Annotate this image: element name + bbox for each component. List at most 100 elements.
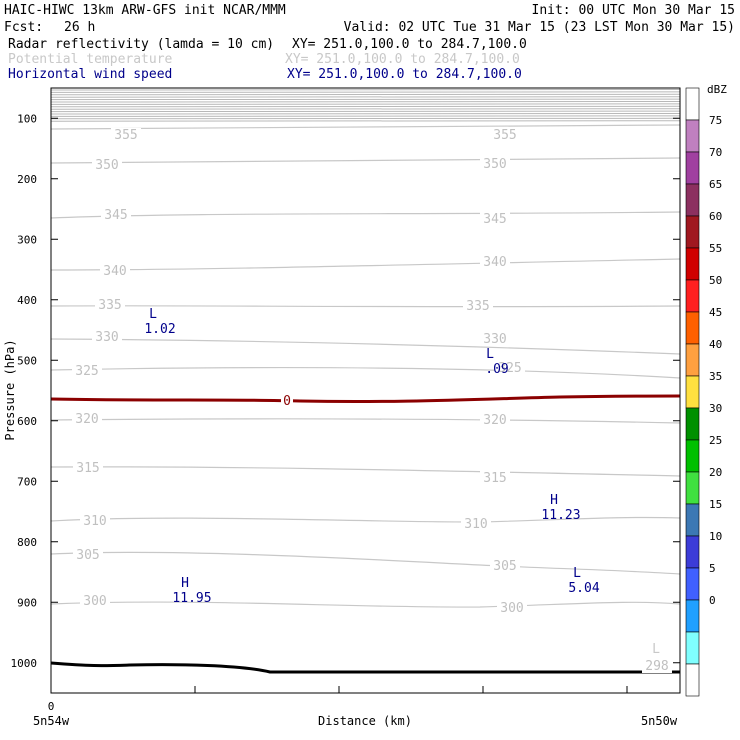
theta-label: 330 [483,332,506,347]
y-tick-label: 1000 [11,657,38,670]
upper-isentrope [50,96,681,98]
theta-contour [50,466,681,477]
theta-label: 340 [483,255,506,270]
upper-isentrope [50,105,681,108]
theta-label: 320 [483,413,506,428]
freezing-level-line [50,394,681,404]
colorbar-swatch [685,535,700,569]
theta-label-bg [73,461,103,475]
extremum-kind: L [149,307,157,322]
colorbar-level: 65 [709,178,722,191]
colorbar-swatch [685,663,700,697]
theta-label: 325 [75,364,98,379]
theta-contour [50,124,681,130]
theta-label-bg [72,364,102,378]
freezing-label-bg [281,394,293,408]
colorbar-swatch [685,183,700,217]
theta-label: 300 [500,601,523,616]
upper-isentrope [50,120,681,122]
theta-label: 310 [83,514,106,529]
colorbar-swatch [685,471,700,505]
plot-area [51,88,680,693]
field-xy-theta: XY= 251.0,100.0 to 284.7,100.0 [285,52,520,67]
extremum-value: 11.23 [541,508,580,523]
colorbar-swatch [685,87,700,121]
freezing-label: 0 [283,394,291,409]
extremum-value: 11.95 [172,591,211,606]
theta-label: 345 [483,212,506,227]
theta-label: 355 [493,128,516,143]
field-name-theta: Potential temperature [8,52,173,67]
upper-isentrope [50,103,681,105]
colorbar-level: 35 [709,370,722,383]
y-axis: 100 200 300 400 500 600 700 800 900 1000 [11,112,680,670]
extremum-kind: H [550,493,558,508]
theta-label: 325 [498,361,521,376]
upper-isentropes [50,89,681,122]
upper-isentrope [50,91,681,93]
upper-isentrope [50,98,681,101]
theta-label: 335 [466,299,489,314]
init-time: Init: 00 UTC Mon 30 Mar 15 [532,3,736,18]
y-tick-label: 300 [17,233,37,246]
extremum-kind: L [573,566,581,581]
upper-isentrope [50,113,681,115]
y-tick-label: 700 [17,475,37,488]
colorbar-swatch [685,567,700,601]
theta-contour [50,367,681,379]
theta-label-bg [490,128,520,142]
field-xy-wind: XY= 251.0,100.0 to 284.7,100.0 [287,67,522,82]
x-axis-label: Distance (km) [318,714,412,728]
theta-label-bg [95,298,125,312]
field-xy-reflectivity: XY= 251.0,100.0 to 284.7,100.0 [292,37,527,52]
theta-contour [50,418,681,424]
colorbar-swatch [685,439,700,473]
colorbar-swatch [685,375,700,409]
theta-label-bg [495,361,525,375]
theta-label-bg [480,471,510,485]
upper-isentrope [50,115,681,117]
upper-isentrope [50,117,681,120]
theta-label-bg [100,264,130,278]
theta-label: 298 [645,659,668,674]
colorbar-level: 10 [709,530,722,543]
extremum-kind: L [486,347,494,362]
theta-label-bg [92,158,122,172]
theta-label-bg [642,659,672,673]
colorbar-swatch [685,599,700,633]
theta-contour [50,516,681,523]
colorbar-swatch [685,247,700,281]
x-right-location: 5n50w [641,714,678,728]
colorbar-level: 60 [709,210,722,223]
theta-label-bg [72,412,102,426]
extremum-kind: L [652,642,660,657]
colorbar-unit: dBZ [707,83,727,96]
upper-isentrope [50,93,681,96]
colorbar-level: 15 [709,498,722,511]
theta-label-bg [101,208,131,222]
colorbar-level: 20 [709,466,722,479]
theta-label: 355 [114,128,137,143]
x-axis [50,686,628,693]
theta-label-bg [490,559,520,573]
theta-contour [50,338,681,355]
theta-label-bg [480,413,510,427]
colorbar-level: 50 [709,274,722,287]
theta-label-bg [497,601,527,615]
theta-label: 315 [483,471,506,486]
colorbar-level: 25 [709,434,722,447]
theta-label-bg [80,594,110,608]
theta-label-bg [80,514,110,528]
colorbar-level: 0 [709,594,716,607]
colorbar-swatch [685,215,700,249]
colorbar-swatch [685,311,700,345]
colorbar-level: 70 [709,146,722,159]
theta-label: 330 [95,330,118,345]
theta-label-bg [463,299,493,313]
upper-isentrope [50,89,681,91]
x-left-location: 5n54w [33,714,70,728]
theta-label: 335 [98,298,121,313]
theta-label: 340 [103,264,126,279]
